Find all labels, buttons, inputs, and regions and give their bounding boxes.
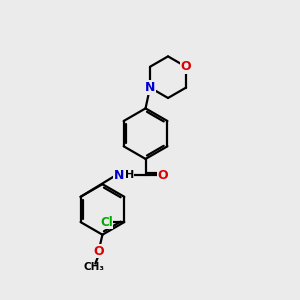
Text: N: N [145, 81, 155, 94]
Text: O: O [181, 60, 191, 73]
Text: CH₃: CH₃ [84, 262, 105, 272]
Text: O: O [94, 244, 104, 258]
Text: Cl: Cl [100, 216, 113, 229]
Text: N: N [114, 169, 124, 182]
Text: H: H [124, 170, 134, 180]
Text: O: O [157, 169, 168, 182]
